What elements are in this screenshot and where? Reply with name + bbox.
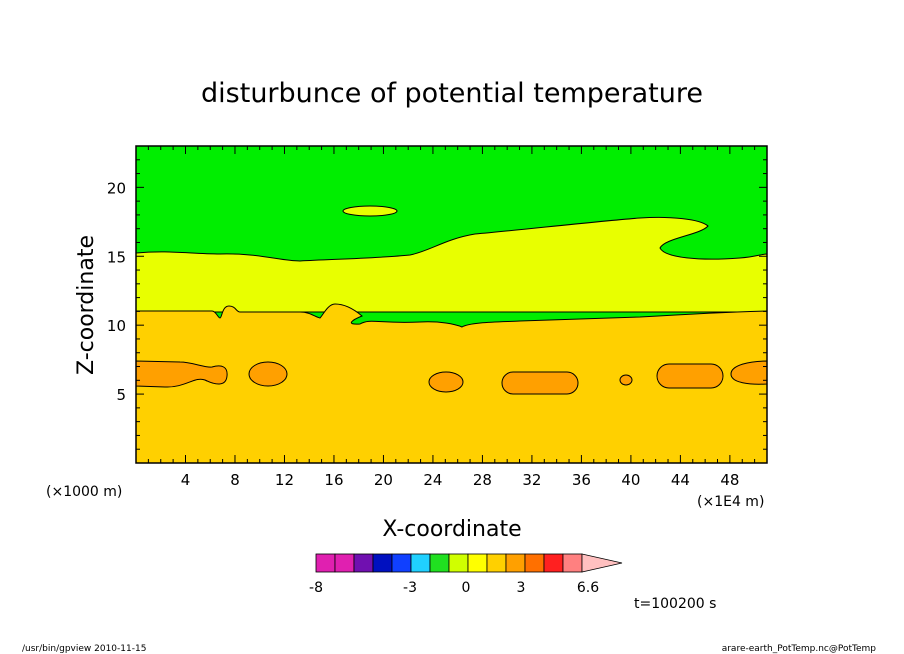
blob-6	[656, 363, 724, 389]
x-unit-left: (×1000 m)	[46, 484, 122, 500]
x-axis-label: X-coordinate	[382, 517, 521, 542]
y-axis-label: Z-coordinate	[74, 235, 99, 375]
y-tick-label: 5	[116, 386, 126, 404]
x-tick-label: 36	[572, 471, 591, 489]
x-tick-label: 48	[720, 471, 739, 489]
y-tick-label: 15	[107, 248, 126, 266]
y-tick-label: 20	[107, 179, 126, 197]
x-tick-label: 44	[671, 471, 690, 489]
x-tick-label: 16	[324, 471, 343, 489]
blob-7	[730, 360, 768, 385]
x-tick-label: 28	[473, 471, 492, 489]
colorbar-label: 0	[462, 580, 471, 596]
x-tick-label: 4	[181, 471, 191, 489]
region-yellow-island	[342, 205, 398, 217]
x-tick-label: 32	[522, 471, 541, 489]
time-label: t=100200 s	[634, 596, 716, 612]
contour-plot	[135, 146, 768, 464]
colorbar-swatch	[467, 553, 488, 573]
y-axis: 5 10 15 20	[107, 159, 767, 450]
colorbar-swatch	[315, 553, 336, 573]
x-unit-right: (×1E4 m)	[697, 494, 764, 510]
x-tick-label: 12	[275, 471, 294, 489]
colorbar-swatch	[372, 553, 393, 573]
colorbar-swatch	[448, 553, 469, 573]
colorbar	[315, 553, 623, 573]
blob-5	[619, 374, 633, 386]
colorbar-swatch	[391, 553, 412, 573]
blob-4	[501, 371, 579, 395]
chart-title: disturbunce of potential temperature	[201, 78, 703, 109]
colorbar-swatch	[543, 553, 564, 573]
x-tick-label: 40	[621, 471, 640, 489]
colorbar-label: 6.6	[577, 580, 599, 596]
colorbar-label: 3	[517, 580, 526, 596]
colorbar-swatch	[353, 553, 374, 573]
colorbar-swatch	[429, 553, 450, 573]
region-yellow	[135, 216, 768, 313]
colorbar-swatch	[486, 553, 507, 573]
footer-left: /usr/bin/gpview 2010-11-15	[22, 644, 146, 654]
x-tick-label: 20	[374, 471, 393, 489]
x-tick-label: 24	[423, 471, 442, 489]
colorbar-swatch	[334, 553, 355, 573]
blob-3	[428, 371, 464, 393]
colorbar-arrow	[581, 553, 623, 573]
colorbar-labels: -8 -3 0 3 6.6	[309, 580, 599, 596]
plot-frame	[135, 145, 768, 464]
footer-right: arare-earth_PotTemp.nc@PotTemp	[722, 644, 877, 654]
colorbar-label: -3	[403, 580, 417, 596]
blob-1	[135, 360, 228, 388]
blob-2	[248, 361, 288, 387]
colorbar-swatch	[410, 553, 431, 573]
colorbar-swatch	[505, 553, 526, 573]
x-tick-label: 8	[230, 471, 240, 489]
x-axis: 4 8 12 16 20 24 28 32 36 40 44 48	[147, 146, 756, 489]
colorbar-swatch	[562, 553, 583, 573]
colorbar-swatch	[524, 553, 545, 573]
colorbar-label: -8	[309, 580, 323, 596]
y-tick-label: 10	[107, 317, 126, 335]
